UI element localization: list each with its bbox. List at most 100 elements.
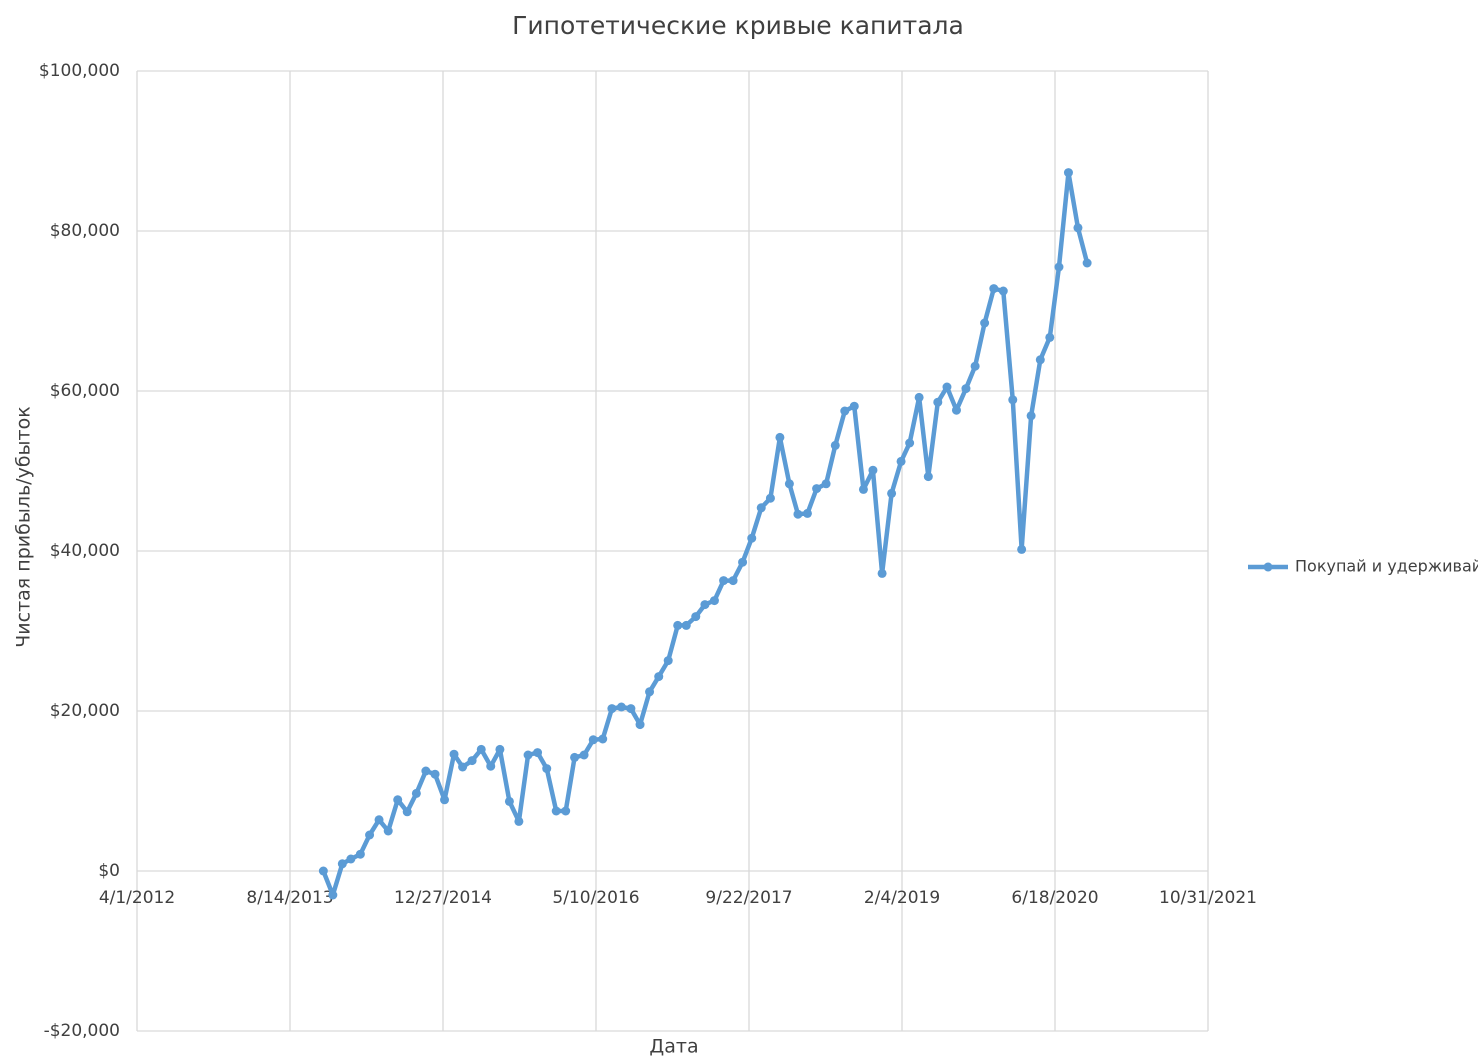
data-point (635, 720, 645, 730)
chart-title: Гипотетические кривые капитала (512, 11, 964, 40)
data-point (504, 796, 514, 806)
data-point (467, 756, 477, 766)
legend-label: Покупай и удерживай (1295, 557, 1478, 576)
data-point (765, 493, 775, 503)
data-point (449, 749, 459, 759)
data-point (663, 656, 673, 666)
data-point (1008, 395, 1018, 405)
data-point (868, 465, 878, 475)
x-tick-label: 4/1/2012 (99, 888, 175, 908)
data-point (700, 600, 710, 610)
data-point (551, 806, 561, 816)
data-point (1045, 332, 1055, 342)
data-point (923, 472, 933, 482)
data-point (440, 795, 450, 805)
data-point (961, 384, 971, 394)
data-point (374, 815, 384, 825)
data-point (747, 533, 757, 543)
y-axis-title: Чистая прибыль/убыток (13, 406, 35, 647)
data-point (719, 576, 729, 586)
data-point (542, 764, 552, 774)
data-point (738, 557, 748, 567)
data-point (355, 849, 365, 859)
data-point (998, 286, 1008, 296)
data-point (1017, 544, 1027, 554)
data-point (858, 484, 868, 494)
data-point (393, 795, 403, 805)
data-point (989, 284, 999, 294)
data-point (1063, 168, 1073, 178)
data-point (411, 788, 421, 798)
data-point (877, 568, 887, 578)
data-point (598, 734, 608, 744)
data-point (849, 401, 859, 411)
x-tick-label: 9/22/2017 (705, 888, 792, 908)
data-point (626, 704, 636, 714)
data-point (383, 826, 393, 836)
data-point (486, 761, 496, 771)
x-tick-label: 10/31/2021 (1159, 888, 1257, 908)
y-tick-label: $100,000 (39, 61, 120, 81)
data-point (328, 890, 338, 900)
series-line (321, 170, 1090, 898)
data-point (951, 405, 961, 415)
x-tick-label: 2/4/2019 (864, 888, 940, 908)
data-point (914, 392, 924, 402)
data-point (523, 750, 533, 760)
x-axis-title: Дата (649, 1036, 698, 1058)
data-point (579, 750, 589, 760)
data-point (514, 816, 524, 826)
data-point (756, 503, 766, 513)
data-point (654, 672, 664, 682)
legend-marker (1263, 562, 1273, 572)
data-point (840, 406, 850, 416)
data-point (942, 382, 952, 392)
data-point (1073, 223, 1083, 233)
data-point (318, 866, 328, 876)
data-point (430, 769, 440, 779)
data-point (673, 620, 683, 630)
x-tick-label: 6/18/2020 (1011, 888, 1098, 908)
data-point (476, 744, 486, 754)
data-point (728, 576, 738, 586)
data-point (346, 854, 356, 864)
data-point (1054, 262, 1064, 272)
data-point (933, 397, 943, 407)
data-point (980, 318, 990, 328)
data-point (645, 687, 655, 697)
y-tick-label: -$20,000 (44, 1021, 120, 1041)
data-point (970, 361, 980, 371)
data-point (458, 762, 468, 772)
data-point (588, 735, 598, 745)
data-point (709, 596, 719, 606)
data-point (1026, 411, 1036, 421)
data-point (533, 748, 543, 758)
data-point (793, 509, 803, 519)
y-tick-label: $0 (98, 861, 120, 881)
y-tick-label: $60,000 (50, 381, 120, 401)
data-point (802, 508, 812, 518)
x-tick-label: 12/27/2014 (394, 888, 492, 908)
data-point (616, 702, 626, 712)
y-tick-label: $80,000 (50, 221, 120, 241)
x-tick-label: 8/14/2013 (246, 888, 333, 908)
y-tick-label: $20,000 (50, 701, 120, 721)
data-point (821, 479, 831, 489)
data-point (830, 440, 840, 450)
data-point (1035, 355, 1045, 365)
data-point (775, 432, 785, 442)
data-point (1082, 258, 1092, 268)
data-point (561, 806, 571, 816)
data-point (402, 807, 412, 817)
data-point (896, 456, 906, 466)
data-point (495, 744, 505, 754)
data-point (607, 704, 617, 714)
data-point (691, 612, 701, 622)
data-point (421, 766, 431, 776)
x-tick-label: 5/10/2016 (552, 888, 639, 908)
y-tick-label: $40,000 (50, 541, 120, 561)
data-point (337, 859, 347, 869)
data-point (365, 830, 375, 840)
data-point (784, 479, 794, 489)
data-point (887, 488, 897, 498)
